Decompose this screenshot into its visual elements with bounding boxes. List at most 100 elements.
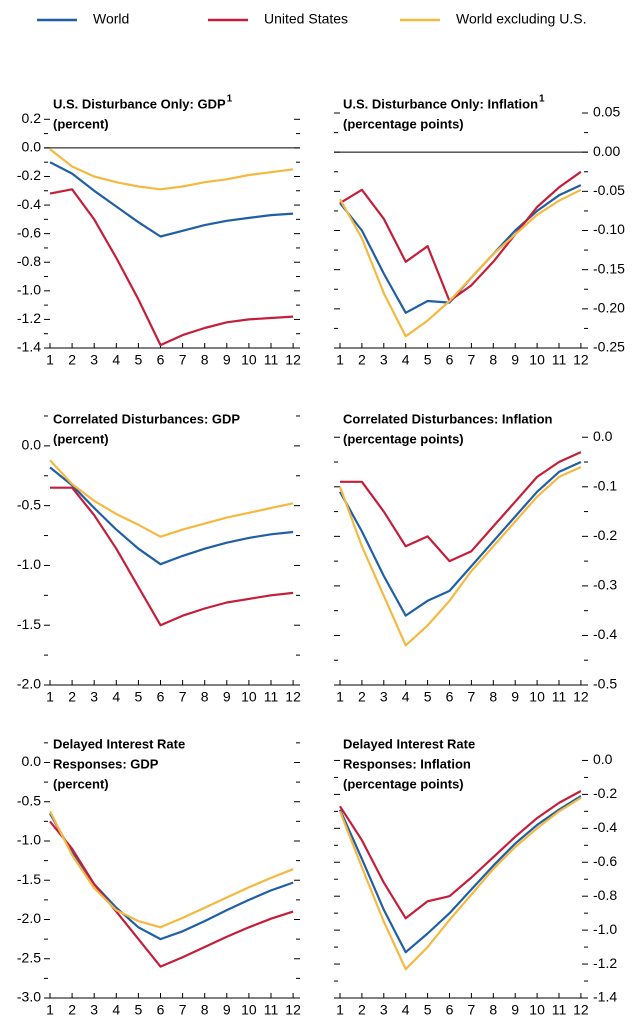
panel-title: Delayed Interest Rate <box>53 736 185 751</box>
x-tick-label: 10 <box>241 1002 257 1018</box>
y-tick-label: 0.0 <box>593 428 613 444</box>
x-tick-label: 4 <box>112 352 120 368</box>
x-tick-label: 2 <box>358 689 366 705</box>
panel-title: Correlated Disturbances: Inflation <box>343 411 553 426</box>
x-tick-label: 11 <box>264 352 279 368</box>
x-tick-label: 9 <box>511 1002 519 1018</box>
x-tick-label: 9 <box>511 689 519 705</box>
y-tick-label: -0.4 <box>17 196 41 212</box>
y-tick-label: -0.6 <box>593 853 617 869</box>
y-tick-label: -0.10 <box>593 221 625 237</box>
y-tick-label: -0.5 <box>593 676 617 692</box>
x-tick-label: 1 <box>46 689 54 705</box>
y-tick-label: -0.3 <box>593 577 617 593</box>
panel-subtitle: (percent) <box>53 431 109 446</box>
x-tick-label: 3 <box>380 689 388 705</box>
y-tick-label: -1.5 <box>17 871 41 887</box>
series-line <box>338 795 582 954</box>
x-tick-label: 1 <box>336 689 344 705</box>
x-tick-label: 10 <box>529 689 545 705</box>
x-tick-label: 11 <box>552 689 567 705</box>
y-tick-label: -0.4 <box>593 626 617 642</box>
x-tick-label: 12 <box>573 1002 589 1018</box>
chart-panel: 0.0-0.5-1.0-1.5-2.0-2.5-3.01 2 3 4 5 6 7 8 9 10 11… <box>17 736 301 1017</box>
y-tick-label: -0.2 <box>593 527 617 543</box>
panel-title: Responses: GDP <box>53 756 159 771</box>
x-tick-label: 6 <box>446 1002 454 1018</box>
x-tick-label: 12 <box>573 689 589 705</box>
y-tick-label: -1.2 <box>17 310 41 326</box>
y-tick-label: -0.5 <box>17 496 41 512</box>
series-line <box>339 460 582 617</box>
series-line <box>339 790 582 920</box>
x-tick-label: 8 <box>489 1002 497 1018</box>
x-tick-label: 10 <box>529 352 545 368</box>
x-tick-label: 4 <box>402 689 410 705</box>
x-tick-label: 8 <box>201 352 209 368</box>
x-tick-label: 2 <box>68 689 76 705</box>
x-tick-label: 11 <box>264 689 279 705</box>
x-tick-label: 3 <box>90 1002 98 1018</box>
y-tick-label: -2.0 <box>17 676 41 692</box>
y-tick-label: 0.00 <box>593 143 620 159</box>
x-tick-label: 7 <box>179 689 187 705</box>
x-tick-label: 6 <box>446 689 454 705</box>
x-tick-label: 8 <box>201 689 209 705</box>
panel-title: U.S. Disturbance Only: GDP <box>53 96 226 111</box>
y-tick-label: -2.0 <box>17 910 41 926</box>
x-tick-label: 1 <box>46 1002 54 1018</box>
y-tick-label: -0.8 <box>593 887 617 903</box>
x-tick-label: 7 <box>179 1002 187 1018</box>
series-line <box>339 170 582 303</box>
y-tick-label: -0.1 <box>593 478 617 494</box>
x-tick-label: 3 <box>380 352 388 368</box>
legend-label: United States <box>264 11 348 27</box>
y-tick-label: -0.2 <box>17 167 41 183</box>
series-line <box>338 465 582 647</box>
y-tick-label: -1.0 <box>17 556 41 572</box>
series-line <box>340 451 582 563</box>
y-tick-label: 0.0 <box>22 753 42 769</box>
x-tick-label: 3 <box>380 1002 388 1018</box>
series-line <box>49 459 294 538</box>
x-tick-label: 8 <box>201 1002 209 1018</box>
y-tick-label: -0.20 <box>593 300 625 316</box>
x-tick-label: 12 <box>285 352 301 368</box>
x-tick-label: 12 <box>285 689 301 705</box>
series-line <box>50 486 294 627</box>
y-tick-label: -1.0 <box>593 921 617 937</box>
x-tick-label: 7 <box>468 352 476 368</box>
x-tick-label: 4 <box>402 352 410 368</box>
y-tick-label: -0.2 <box>593 785 617 801</box>
y-tick-label: -0.05 <box>593 182 625 198</box>
chart-panel: 0.0-0.1-0.2-0.3-0.4-0.51 2 3 4 5 6 7 8 9 10 11 12Co… <box>334 411 617 705</box>
x-tick-label: 9 <box>511 352 519 368</box>
y-tick-label: -1.4 <box>593 989 617 1005</box>
chart-panel: 0.0-0.2-0.4-0.6-0.8-1.0-1.2-1.41 2 3 4 5 6 7 8 9… <box>334 736 617 1018</box>
chart-panel: 0.20.0-0.2-0.4-0.6-0.8-1.0-1.2-1.41 2 3 4 5 6… <box>17 94 301 368</box>
x-tick-label: 5 <box>135 352 143 368</box>
x-tick-label: 1 <box>336 1002 344 1018</box>
series-line <box>339 188 582 338</box>
x-tick-label: 2 <box>358 352 366 368</box>
footnote-mark: 1 <box>227 94 233 105</box>
x-tick-label: 2 <box>68 1002 76 1018</box>
x-tick-label: 1 <box>336 352 344 368</box>
legend-label: World <box>93 11 129 27</box>
y-tick-label: 0.0 <box>22 437 42 453</box>
x-tick-label: 5 <box>135 689 143 705</box>
legend-label: World excluding U.S. <box>456 11 586 27</box>
y-tick-label: -0.8 <box>17 253 41 269</box>
series-line <box>49 466 294 566</box>
x-tick-label: 6 <box>157 689 165 705</box>
footnote-mark: 1 <box>539 94 545 105</box>
panel-subtitle: (percentage points) <box>343 776 464 791</box>
y-tick-label: -0.5 <box>17 792 41 808</box>
series-line <box>49 148 294 191</box>
y-tick-label: -1.4 <box>17 339 41 355</box>
x-tick-label: 6 <box>157 1002 165 1018</box>
x-tick-label: 11 <box>552 352 567 368</box>
y-tick-label: 0.2 <box>22 110 42 126</box>
x-tick-label: 9 <box>223 352 231 368</box>
